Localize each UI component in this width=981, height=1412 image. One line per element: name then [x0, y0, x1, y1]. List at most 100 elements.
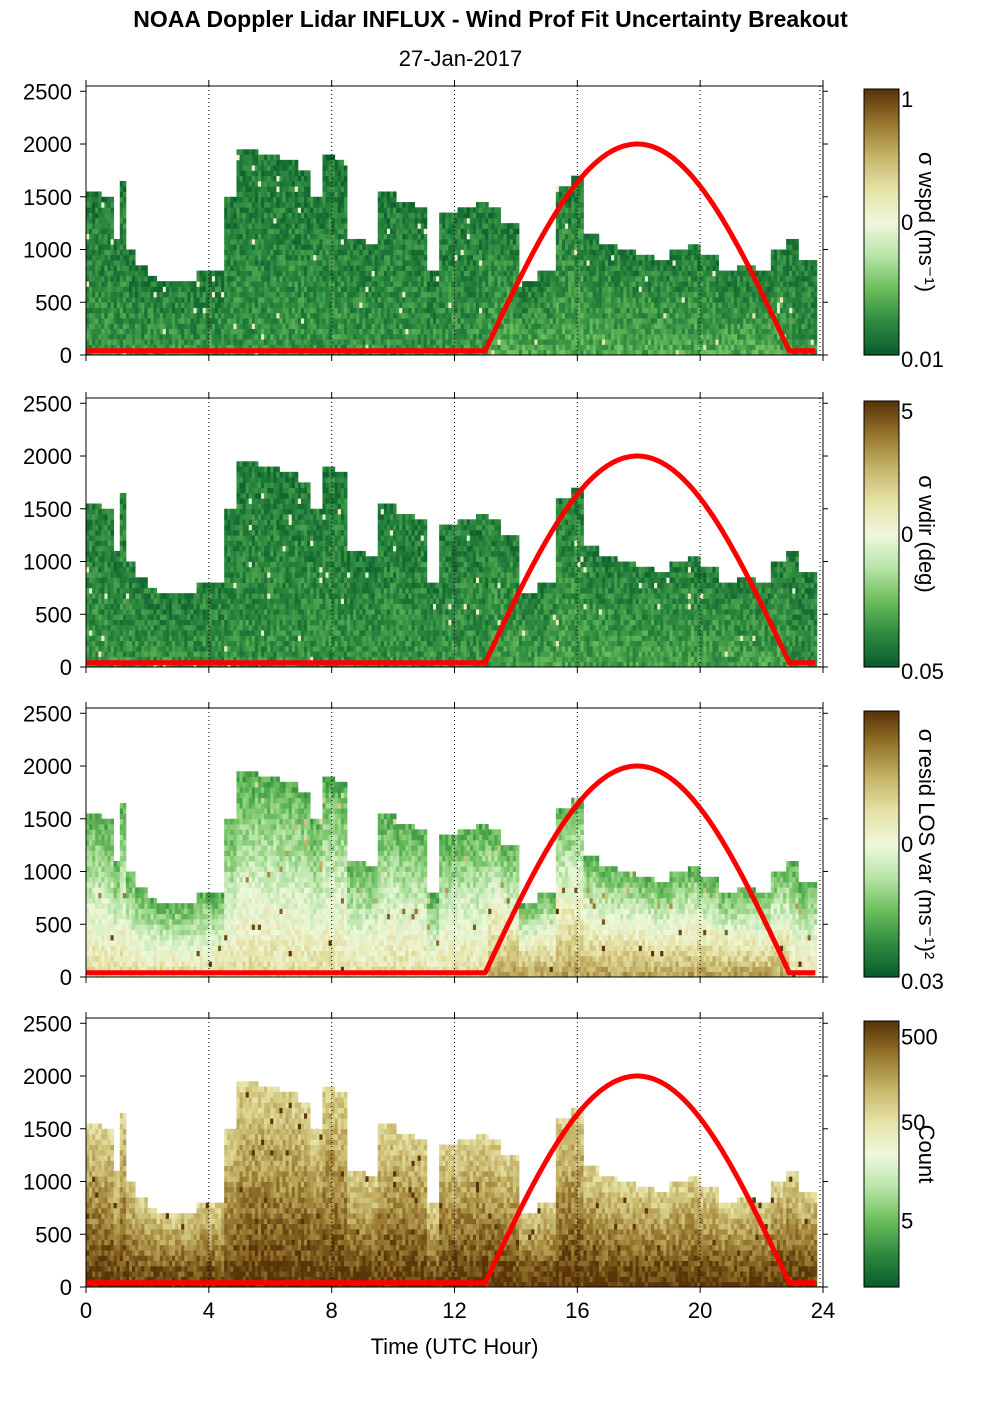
heatmap-cell	[386, 344, 391, 351]
heatmap-cell	[454, 302, 458, 308]
heatmap-cell	[571, 191, 575, 198]
heatmap-cell	[211, 323, 216, 330]
heatmap-cell	[423, 212, 428, 219]
heatmap-cell	[445, 244, 449, 250]
heatmap-cell	[571, 339, 575, 345]
heatmap-cell	[506, 254, 511, 261]
heatmap-cell	[598, 339, 603, 345]
heatmap-cell	[193, 312, 197, 319]
heatmap-cell	[285, 270, 290, 277]
heatmap-cell	[101, 238, 105, 245]
heatmap-cell	[694, 344, 698, 351]
heatmap-cell	[300, 296, 305, 303]
heatmap-cell	[331, 233, 336, 240]
heatmap-cell	[414, 296, 419, 303]
heatmap-cell	[279, 318, 283, 324]
heatmap-cell	[420, 291, 425, 298]
heatmap-cell	[629, 281, 634, 287]
heatmap-cell	[362, 323, 366, 330]
heatmap-cell	[316, 265, 320, 271]
heatmap-cell	[491, 307, 495, 314]
heatmap-cell	[371, 244, 376, 250]
heatmap-cell	[405, 296, 409, 303]
heatmap-cell	[116, 275, 121, 282]
heatmap-cell	[251, 217, 256, 224]
heatmap-cell	[647, 318, 652, 324]
heatmap-cell	[393, 339, 397, 345]
heatmap-cell	[285, 307, 290, 314]
heatmap-cell	[291, 191, 296, 198]
heatmap-cell	[479, 228, 483, 235]
heatmap-cell	[359, 275, 363, 282]
heatmap-cell	[107, 223, 111, 229]
heatmap-cell	[565, 217, 569, 224]
heatmap-cell	[466, 302, 471, 308]
heatmap-cell	[242, 154, 247, 161]
heatmap-cell	[322, 191, 326, 198]
heatmap-cell	[617, 286, 621, 293]
heatmap-cell	[199, 275, 204, 282]
heatmap-cell	[350, 291, 354, 298]
heatmap-cell	[368, 344, 372, 351]
heatmap-cell	[463, 270, 468, 277]
heatmap-cell	[669, 260, 673, 266]
heatmap-cell	[92, 238, 96, 245]
heatmap-cell	[89, 339, 93, 345]
heatmap-cell	[331, 296, 336, 303]
heatmap-cell	[104, 275, 108, 282]
heatmap-cell	[515, 223, 520, 229]
heatmap-cell	[460, 228, 465, 235]
heatmap-cell	[273, 170, 277, 177]
heatmap-cell	[214, 328, 219, 335]
heatmap-cell	[436, 275, 440, 282]
heatmap-cell	[334, 165, 339, 171]
heatmap-cell	[580, 328, 584, 335]
heatmap-cell	[343, 302, 348, 308]
heatmap-cell	[294, 323, 299, 330]
heatmap-cell	[347, 339, 351, 345]
heatmap-cell	[479, 217, 483, 224]
heatmap-cell	[571, 244, 575, 250]
heatmap-cell	[144, 270, 148, 277]
heatmap-cell	[119, 302, 124, 308]
heatmap-cell	[233, 196, 237, 203]
heatmap-cell	[273, 265, 277, 271]
heatmap-cell	[218, 333, 222, 340]
heatmap-cell	[325, 265, 329, 271]
heatmap-cell	[181, 339, 185, 345]
heatmap-cell	[282, 159, 286, 166]
heatmap-cell	[377, 217, 382, 224]
heatmap-cell	[678, 307, 683, 314]
heatmap-cell	[540, 333, 544, 340]
heatmap-cell	[426, 339, 431, 345]
heatmap-cell	[282, 286, 286, 293]
heatmap-cell	[285, 339, 290, 345]
heatmap-cell	[531, 323, 535, 330]
heatmap-cell	[420, 254, 425, 261]
heatmap-cell	[374, 302, 379, 308]
heatmap-cell	[589, 291, 594, 298]
heatmap-cell	[340, 328, 345, 335]
heatmap-cell	[429, 344, 434, 351]
heatmap-cell	[506, 265, 511, 271]
heatmap-cell	[365, 296, 369, 303]
heatmap-cell	[95, 238, 99, 245]
heatmap-cell	[236, 260, 240, 266]
heatmap-cell	[101, 196, 105, 203]
heatmap-cell	[561, 212, 566, 219]
heatmap-cell	[657, 265, 661, 271]
heatmap-cell	[175, 312, 179, 319]
heatmap-cell	[503, 238, 508, 245]
heatmap-cell	[264, 154, 268, 161]
heatmap-cell	[690, 312, 695, 319]
heatmap-cell	[457, 217, 462, 224]
heatmap-cell	[632, 318, 637, 324]
heatmap-cell	[294, 296, 299, 303]
heatmap-cell	[635, 339, 640, 345]
heatmap-cell	[512, 260, 517, 266]
heatmap-cell	[113, 244, 118, 250]
heatmap-cell	[647, 344, 652, 351]
heatmap-cell	[654, 260, 658, 266]
heatmap-cell	[95, 296, 99, 303]
heatmap-cell	[288, 165, 293, 171]
